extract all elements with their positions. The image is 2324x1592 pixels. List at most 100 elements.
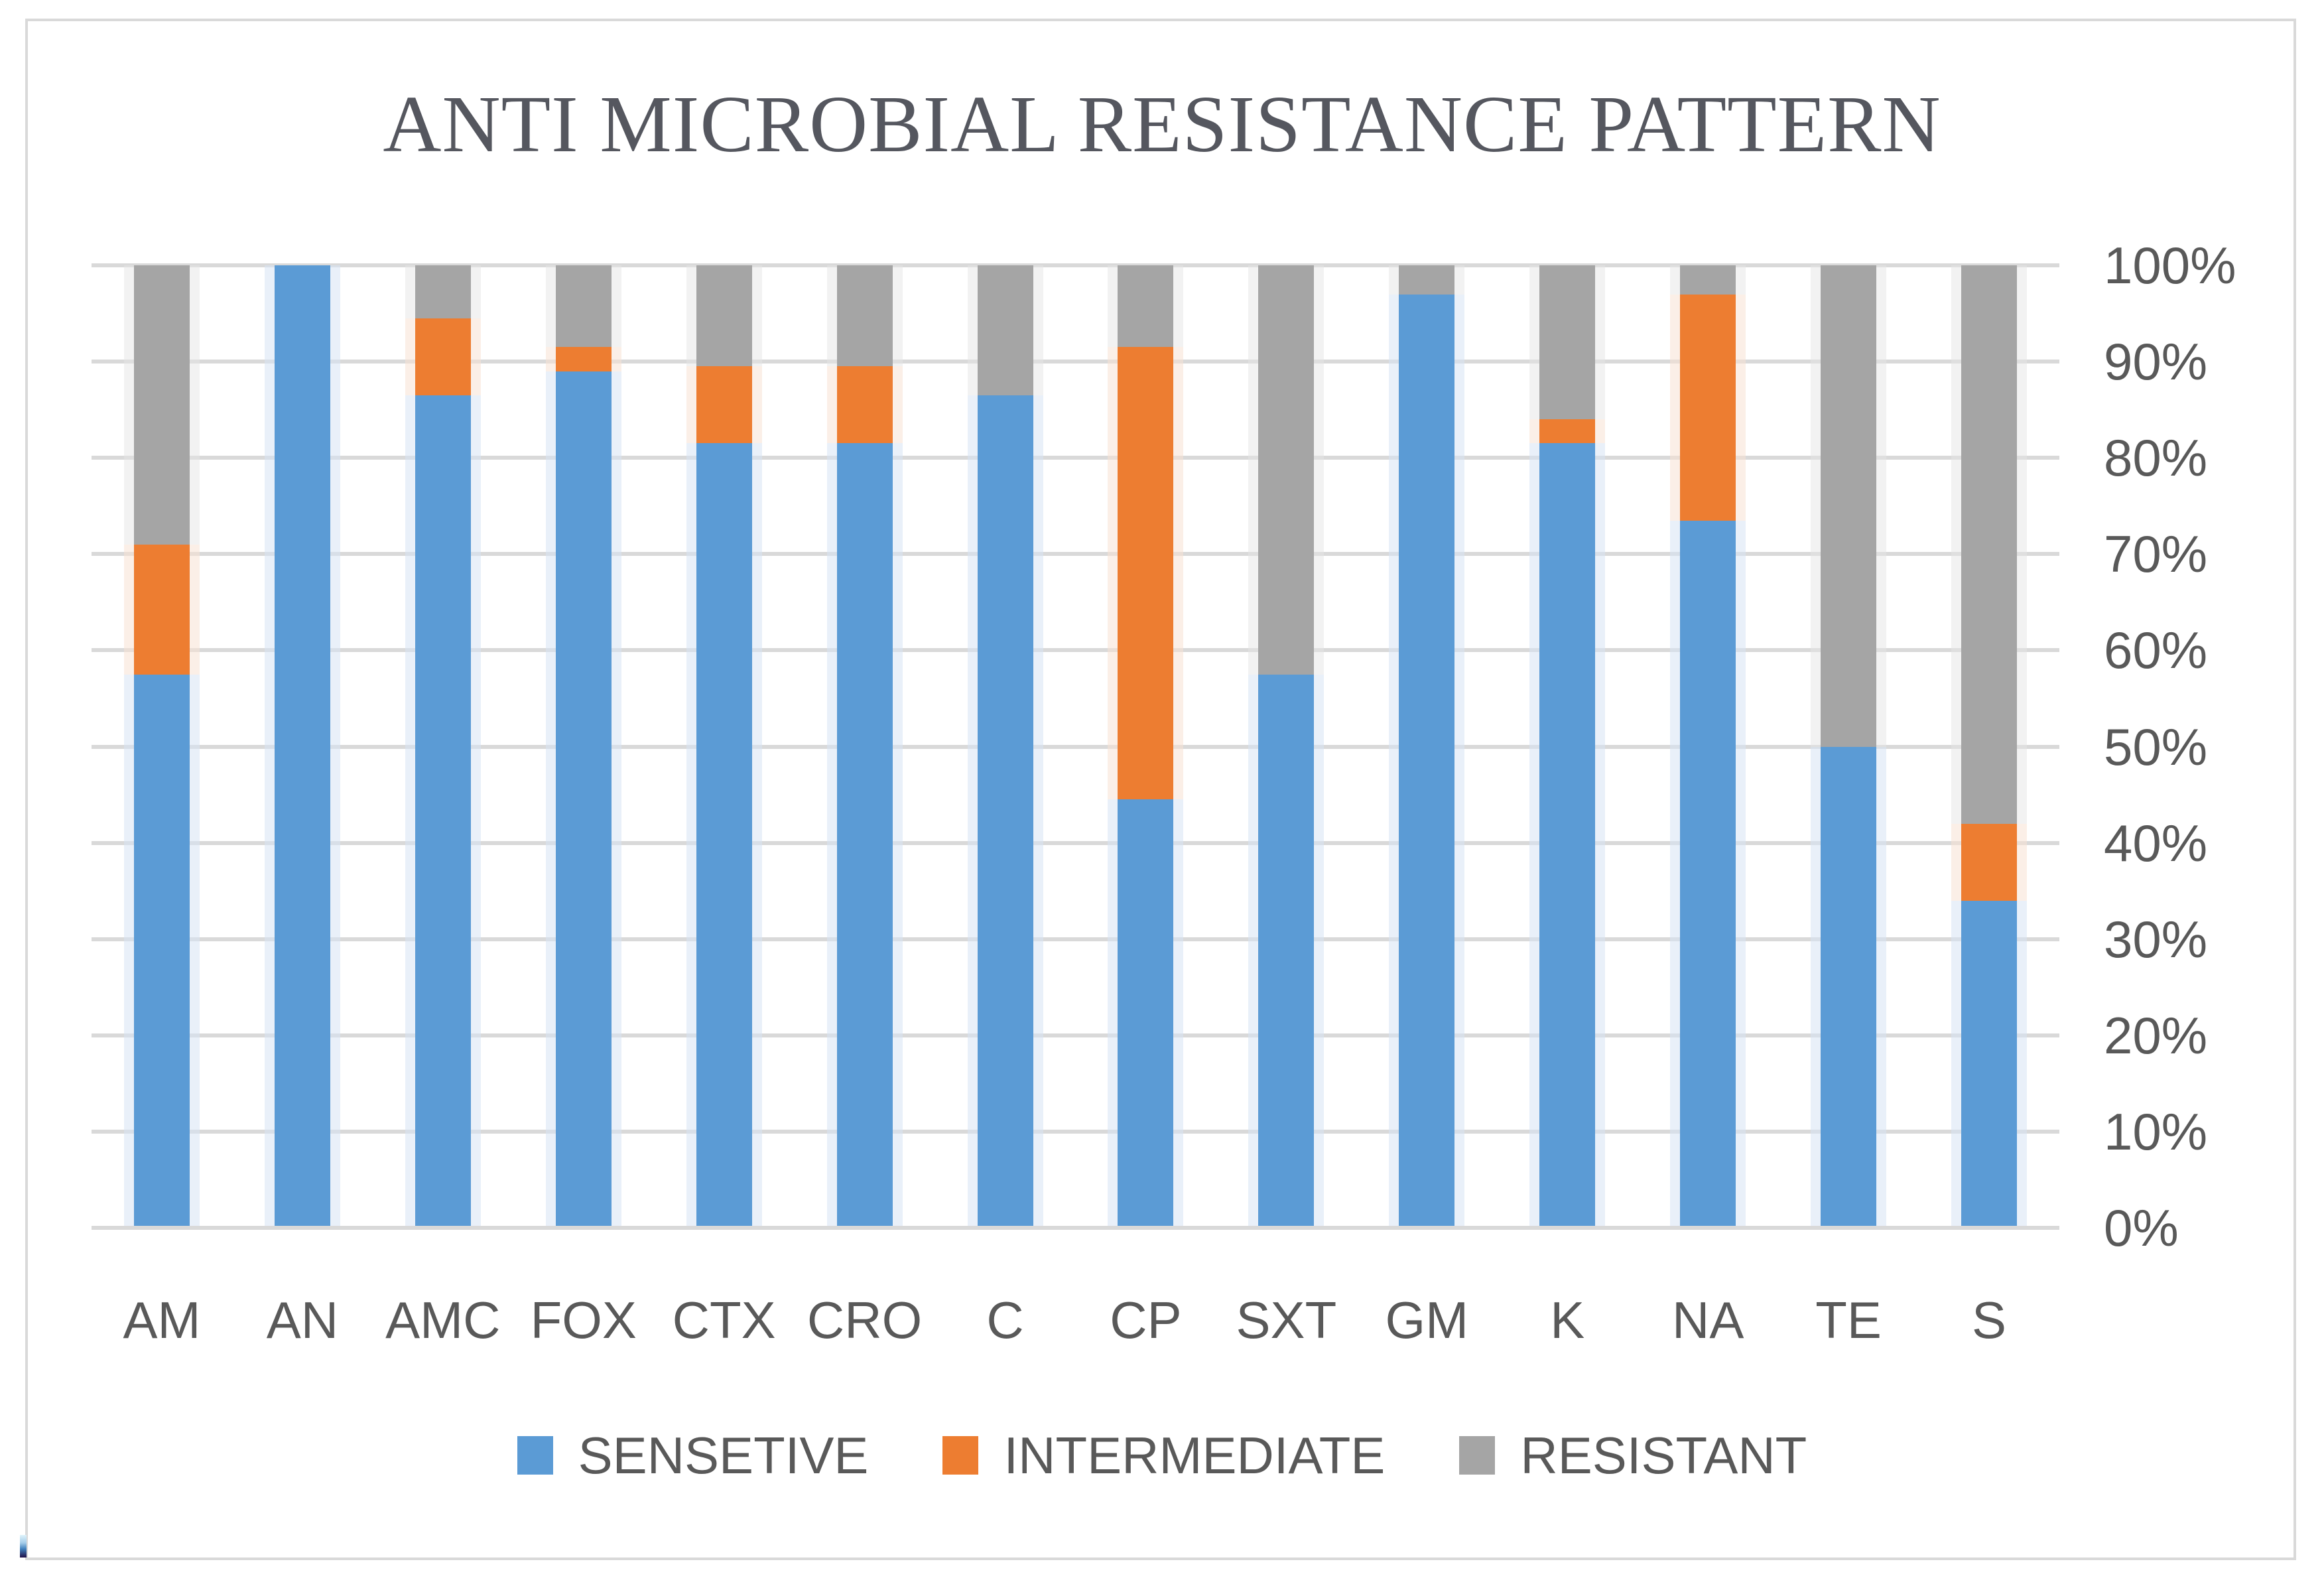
gridline: [92, 1129, 2059, 1134]
bar-column-ctx: [696, 265, 752, 1228]
bar-segment-resistant: [133, 265, 190, 545]
bar-segment-resistant: [1539, 265, 1596, 420]
gridline: [92, 360, 2059, 364]
bar-segment-resistant: [1118, 265, 1174, 348]
x-axis-category-label: TE: [1815, 1291, 1882, 1349]
x-axis-category-label: AN: [266, 1291, 339, 1349]
y-axis-tick-label: 80%: [2104, 429, 2208, 488]
y-axis-tick-label: 30%: [2104, 909, 2208, 968]
legend-item-intermediate: INTERMEDIATE: [942, 1426, 1385, 1486]
bar-segment-resistant: [555, 265, 612, 348]
gridline: [92, 263, 2059, 267]
gridline: [92, 840, 2059, 845]
bar-segment-sensetive: [1258, 674, 1315, 1228]
bar-column-c: [977, 265, 1033, 1228]
y-axis-tick-label: 90%: [2104, 332, 2208, 391]
bar-segment-intermediate: [1680, 294, 1736, 521]
gridline: [92, 552, 2059, 557]
x-axis-line: [92, 1226, 2059, 1230]
bar-segment-sensetive: [555, 371, 612, 1228]
y-axis-tick-label: 100%: [2104, 236, 2236, 295]
x-axis-category-label: FOX: [530, 1291, 637, 1349]
bar-segment-resistant: [1258, 265, 1315, 675]
y-axis-tick-label: 60%: [2104, 621, 2208, 680]
gridline: [92, 744, 2059, 749]
bar-segment-sensetive: [133, 674, 190, 1228]
bar-column-gm: [1399, 265, 1455, 1228]
y-axis-tick-label: 40%: [2104, 813, 2208, 872]
bar-segment-resistant: [1680, 265, 1736, 295]
y-axis-tick-label: 10%: [2104, 1102, 2208, 1161]
bar-column-cp: [1118, 265, 1174, 1228]
legend-item-sensetive: SENSETIVE: [517, 1426, 869, 1486]
bar-segment-resistant: [696, 265, 752, 367]
x-axis-category-label: CP: [1110, 1291, 1182, 1349]
screenshot-artifact: [20, 1535, 27, 1558]
legend-label: RESISTANT: [1520, 1426, 1807, 1485]
bar-segment-resistant: [836, 265, 893, 367]
y-axis-tick-label: 70%: [2104, 525, 2208, 584]
legend-swatch-icon: [942, 1436, 979, 1475]
bar-column-amc: [415, 265, 471, 1228]
bar-segment-sensetive: [1118, 799, 1174, 1228]
legend-label: SENSETIVE: [578, 1426, 869, 1485]
gridline: [92, 456, 2059, 460]
chart-title: ANTI MICROBIAL RESISTANCE PATTERN: [383, 80, 1941, 169]
bar-segment-sensetive: [1399, 294, 1455, 1228]
x-axis-category-label: AMC: [385, 1291, 501, 1349]
x-axis-category-label: SXT: [1236, 1291, 1337, 1349]
bar-segment-intermediate: [696, 366, 752, 444]
x-axis-category-label: GM: [1385, 1291, 1469, 1349]
legend-item-resistant: RESISTANT: [1459, 1426, 1807, 1486]
x-axis-category-label: S: [1972, 1291, 2007, 1349]
y-axis-tick-label: 20%: [2104, 1006, 2208, 1065]
bar-column-na: [1680, 265, 1736, 1228]
bar-segment-intermediate: [555, 347, 612, 371]
bar-segment-intermediate: [1961, 823, 2018, 901]
legend-label: INTERMEDIATE: [1003, 1426, 1386, 1485]
x-axis-category-label: CRO: [807, 1291, 923, 1349]
bar-segment-sensetive: [274, 265, 330, 1228]
bar-column-k: [1539, 265, 1596, 1228]
x-axis-category-label: CTX: [672, 1291, 776, 1349]
bar-segment-sensetive: [1680, 520, 1736, 1228]
bar-segment-resistant: [1961, 265, 2018, 824]
gridline: [92, 648, 2059, 653]
bar-segment-sensetive: [1821, 746, 1877, 1228]
x-axis-category-label: NA: [1671, 1291, 1744, 1349]
legend-swatch-icon: [1459, 1436, 1496, 1475]
chart-legend: SENSETIVE INTERMEDIATE RESISTANT: [0, 1424, 2324, 1487]
gridline: [92, 937, 2059, 941]
bar-segment-resistant: [415, 265, 471, 318]
bar-column-cro: [836, 265, 893, 1228]
bar-segment-sensetive: [836, 443, 893, 1228]
y-axis-tick-label: 50%: [2104, 717, 2208, 776]
bar-segment-sensetive: [977, 395, 1033, 1228]
bar-segment-intermediate: [1118, 347, 1174, 800]
bar-segment-resistant: [1821, 265, 1877, 747]
bar-segment-sensetive: [1539, 443, 1596, 1228]
bar-segment-intermediate: [1539, 419, 1596, 444]
bar-column-s: [1961, 265, 2018, 1228]
bar-segment-sensetive: [1961, 900, 2018, 1228]
bar-column-am: [133, 265, 190, 1228]
bar-segment-resistant: [977, 265, 1033, 395]
x-axis-category-label: C: [986, 1291, 1024, 1349]
bar-column-te: [1821, 265, 1877, 1228]
bar-segment-intermediate: [133, 544, 190, 675]
bar-segment-intermediate: [415, 318, 471, 395]
bar-column-fox: [555, 265, 612, 1228]
bar-segment-intermediate: [836, 366, 893, 444]
bar-segment-resistant: [1399, 265, 1455, 295]
bar-column-sxt: [1258, 265, 1315, 1228]
bar-segment-sensetive: [415, 395, 471, 1228]
x-axis-category-label: AM: [123, 1291, 201, 1349]
gridline: [92, 1033, 2059, 1037]
legend-swatch-icon: [517, 1436, 553, 1475]
x-axis-category-label: K: [1550, 1291, 1585, 1349]
y-axis-tick-label: 0%: [2104, 1199, 2179, 1257]
bar-segment-sensetive: [696, 443, 752, 1228]
bar-column-an: [274, 265, 330, 1228]
